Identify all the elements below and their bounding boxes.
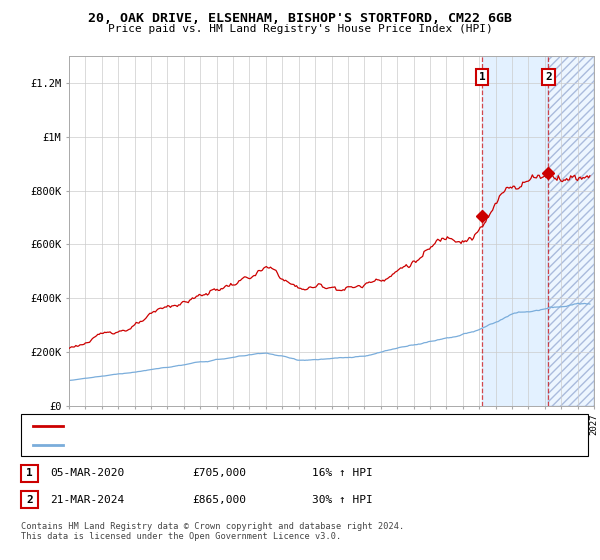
Text: 30% ↑ HPI: 30% ↑ HPI bbox=[312, 494, 373, 505]
Text: 21-MAR-2024: 21-MAR-2024 bbox=[50, 494, 124, 505]
Text: 2: 2 bbox=[26, 494, 33, 505]
Text: 20, OAK DRIVE, ELSENHAM, BISHOP'S STORTFORD, CM22 6GB: 20, OAK DRIVE, ELSENHAM, BISHOP'S STORTF… bbox=[88, 12, 512, 25]
Text: Price paid vs. HM Land Registry's House Price Index (HPI): Price paid vs. HM Land Registry's House … bbox=[107, 24, 493, 34]
Text: Contains HM Land Registry data © Crown copyright and database right 2024.
This d: Contains HM Land Registry data © Crown c… bbox=[21, 522, 404, 542]
Text: 16% ↑ HPI: 16% ↑ HPI bbox=[312, 468, 373, 478]
Bar bbox=[548, 56, 594, 406]
Text: 1: 1 bbox=[479, 72, 485, 82]
Bar bbox=[548, 56, 594, 406]
Bar bbox=[482, 56, 548, 406]
Text: £705,000: £705,000 bbox=[192, 468, 246, 478]
Text: 1: 1 bbox=[26, 468, 33, 478]
Text: 20, OAK DRIVE, ELSENHAM, BISHOP'S STORTFORD, CM22 6GB (detached house): 20, OAK DRIVE, ELSENHAM, BISHOP'S STORTF… bbox=[69, 421, 489, 431]
Text: 2: 2 bbox=[545, 72, 552, 82]
Text: £865,000: £865,000 bbox=[192, 494, 246, 505]
Text: HPI: Average price, detached house, Uttlesford: HPI: Average price, detached house, Uttl… bbox=[69, 440, 345, 450]
Text: 05-MAR-2020: 05-MAR-2020 bbox=[50, 468, 124, 478]
